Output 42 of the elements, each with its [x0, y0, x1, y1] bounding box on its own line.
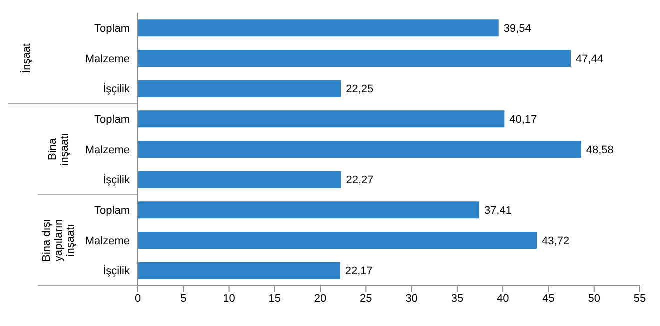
text: Bina dışı yapıların inşaatı [41, 219, 77, 262]
bar [138, 171, 342, 188]
bar [138, 50, 571, 68]
x-tick-label: 55 [634, 292, 646, 305]
data-label: 43,72 [542, 235, 570, 248]
data-label: 39,54 [504, 23, 532, 36]
data-label: 48,58 [586, 144, 614, 156]
bar [138, 80, 342, 98]
text: Bina inşaatı [47, 133, 71, 166]
data-label: 37,41 [484, 205, 512, 218]
bar [138, 262, 340, 280]
data-label: 40,17 [510, 114, 538, 126]
x-tick-label: 40 [496, 292, 510, 305]
x-tick-label: 50 [588, 292, 600, 305]
data-label: 22,17 [345, 266, 373, 278]
y-tick-label: Toplam [94, 114, 130, 126]
x-tick-label: 45 [542, 292, 555, 305]
y-tick-label: Malzeme [85, 235, 130, 248]
x-tick-label: 25 [360, 292, 372, 305]
y-tick-label: İşçilik [103, 174, 130, 187]
x-tick-label: 35 [451, 292, 464, 305]
bar [138, 20, 499, 37]
data-label: 22,25 [346, 84, 374, 96]
bar [138, 110, 505, 128]
y-tick-label: Malzeme [85, 53, 130, 66]
y-tick-label: Malzeme [85, 144, 130, 156]
y-tick-label: Toplam [94, 23, 130, 36]
x-tick-label: 30 [406, 292, 418, 305]
x-tick-label: 20 [314, 292, 327, 305]
bar [138, 202, 480, 219]
x-tick-label: 15 [268, 292, 282, 305]
data-label: 22,27 [346, 174, 374, 187]
x-tick-label: 0 [134, 292, 142, 305]
x-tick-label: 10 [223, 292, 236, 305]
y-tick-label: İşçilik [103, 264, 130, 278]
y-tick-label: Toplam [94, 205, 130, 218]
bar [138, 141, 582, 158]
text: İnşaat [20, 44, 33, 74]
x-tick-label: 5 [180, 292, 187, 305]
data-label: 47,44 [576, 53, 604, 66]
bar [138, 232, 538, 250]
y-tick-label: İşçilik [103, 82, 130, 96]
